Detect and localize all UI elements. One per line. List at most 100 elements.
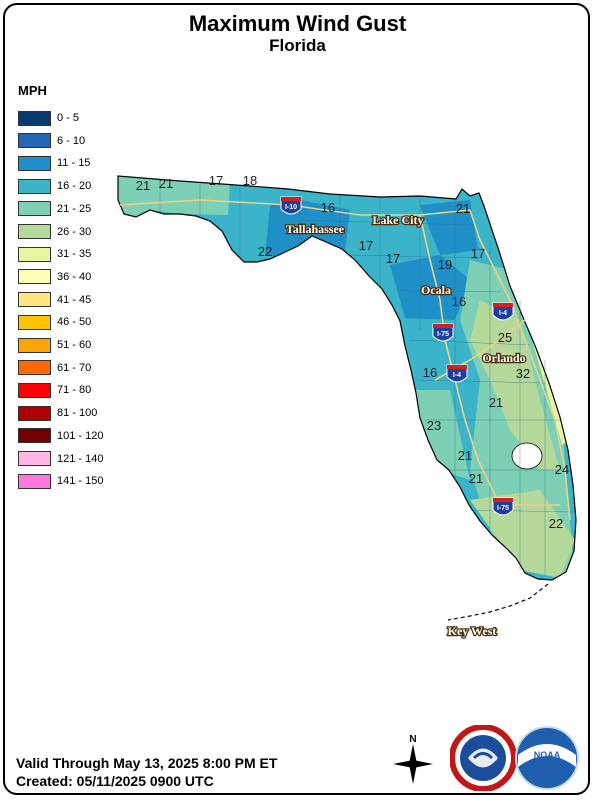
gust-value: 16 <box>452 294 466 309</box>
legend-item: 81 - 100 <box>18 405 97 421</box>
interstate-shield-icon: I-4 <box>492 302 514 321</box>
legend-swatch <box>18 292 51 308</box>
legend-item: 6 - 10 <box>18 133 85 149</box>
gust-value: 16 <box>423 365 437 380</box>
gust-value: 21 <box>159 176 173 191</box>
gust-value: 19 <box>438 257 452 272</box>
legend-item: 36 - 40 <box>18 269 91 285</box>
legend-swatch <box>18 337 51 353</box>
map-frame <box>3 3 590 795</box>
legend-swatch <box>18 133 51 149</box>
legend-swatch <box>18 382 51 398</box>
legend-label: 101 - 120 <box>57 429 104 442</box>
legend-swatch <box>18 178 51 194</box>
florida-wind-map: Tallahassee Lake City Ocala Orlando Key West… <box>117 173 577 639</box>
legend-swatch <box>18 473 51 489</box>
legend-item: 71 - 80 <box>18 382 91 398</box>
legend-label: 16 - 20 <box>57 180 92 193</box>
legend-swatch <box>18 201 51 217</box>
gust-value: 17 <box>386 251 400 266</box>
gust-value: 25 <box>498 330 512 345</box>
legend-label: 141 - 150 <box>57 475 104 488</box>
city-label: Orlando <box>482 351 525 365</box>
gust-value: 21 <box>489 395 503 410</box>
gust-zone-11-15-ocala <box>390 255 470 320</box>
legend-label: 11 - 15 <box>57 157 91 170</box>
gust-value: 21 <box>136 178 150 193</box>
legend-swatch <box>18 360 51 376</box>
legend-label: 81 - 100 <box>57 407 98 420</box>
legend-label: 51 - 60 <box>57 339 92 351</box>
city-label: Lake City <box>373 213 424 227</box>
nws-logo-icon <box>450 725 516 791</box>
interstate-shield-icon: I-75 <box>492 497 514 516</box>
legend-item: 141 - 150 <box>18 473 103 489</box>
legend-swatch <box>18 224 51 239</box>
legend-label: 61 - 70 <box>57 361 92 374</box>
gust-value: 24 <box>555 462 569 477</box>
legend-swatch <box>18 428 51 444</box>
noaa-logo-icon: NOAA <box>515 726 579 790</box>
legend-label: 71 - 80 <box>57 384 92 397</box>
interstate-label: I-75 <box>497 505 509 512</box>
legend-label: 0 - 5 <box>57 112 80 124</box>
legend-item: 16 - 20 <box>18 178 91 194</box>
legend-item: 101 - 120 <box>18 428 103 444</box>
interstate-shield-icon: I-4 <box>446 364 468 383</box>
compass-north-label: N <box>409 734 416 745</box>
legend-swatch <box>18 246 51 262</box>
florida-keys <box>447 583 549 621</box>
legend-label: 26 - 30 <box>57 225 92 238</box>
interstate-label: I-10 <box>285 204 297 211</box>
gust-value: 22 <box>258 244 272 259</box>
legend-swatch <box>18 314 51 330</box>
legend-label: 31 - 35 <box>57 248 92 261</box>
city-label: Ocala <box>421 283 451 297</box>
lake-okeechobee <box>511 442 543 470</box>
legend-label: 6 - 10 <box>57 134 86 147</box>
legend-label: 46 - 50 <box>57 316 92 329</box>
interstate-label: I-4 <box>499 310 507 317</box>
florida-outline <box>117 175 577 581</box>
city-label: Tallahassee <box>286 222 345 236</box>
legend: MPH 0 - 5 6 - 10 11 - 15 16 - 20 21 - 25 26 -… <box>18 83 103 489</box>
gust-value: 21 <box>469 471 483 486</box>
legend-item: 31 - 35 <box>18 246 91 262</box>
north-arrow-icon: N <box>393 734 433 784</box>
created-text: Created: 05/11/2025 0900 UTC <box>16 773 214 789</box>
map-title: Maximum Wind Gust <box>188 11 407 36</box>
gust-value: 17 <box>209 173 223 188</box>
gust-value: 22 <box>549 516 563 531</box>
legend-label: 21 - 25 <box>57 202 92 215</box>
legend-swatch <box>18 451 51 466</box>
legend-label: 36 - 40 <box>57 270 92 283</box>
interstate-label: I-4 <box>453 372 461 379</box>
legend-title: MPH <box>18 83 47 98</box>
legend-label: 121 - 140 <box>57 452 104 465</box>
legend-item: 11 - 15 <box>18 155 90 171</box>
interstate-shield-icon: I-10 <box>280 196 302 215</box>
valid-through-text: Valid Through May 13, 2025 8:00 PM ET <box>16 755 278 771</box>
legend-swatch <box>18 155 51 171</box>
city-label: Key West <box>448 624 497 638</box>
legend-item: 46 - 50 <box>18 314 91 330</box>
gust-zone-26-30-central <box>470 300 560 470</box>
legend-item: 41 - 45 <box>18 292 91 308</box>
map-subtitle: Florida <box>269 36 326 55</box>
gust-value: 21 <box>456 201 470 216</box>
gust-value: 23 <box>427 418 441 433</box>
legend-swatch <box>18 269 51 285</box>
interstate-label: I-75 <box>437 331 449 338</box>
gust-value: 32 <box>516 366 530 381</box>
gust-value: 18 <box>243 173 257 188</box>
legend-item: 26 - 30 <box>18 224 91 240</box>
gust-value: 17 <box>471 246 485 261</box>
legend-item: 21 - 25 <box>18 201 91 217</box>
legend-swatch <box>18 405 51 421</box>
interstate-shield-icon: I-75 <box>432 323 454 342</box>
legend-item: 51 - 60 <box>18 337 91 353</box>
noaa-logo-text: NOAA <box>534 750 561 760</box>
gust-value: 17 <box>359 238 373 253</box>
county-lines <box>159 182 576 575</box>
gust-value: 21 <box>458 448 472 463</box>
